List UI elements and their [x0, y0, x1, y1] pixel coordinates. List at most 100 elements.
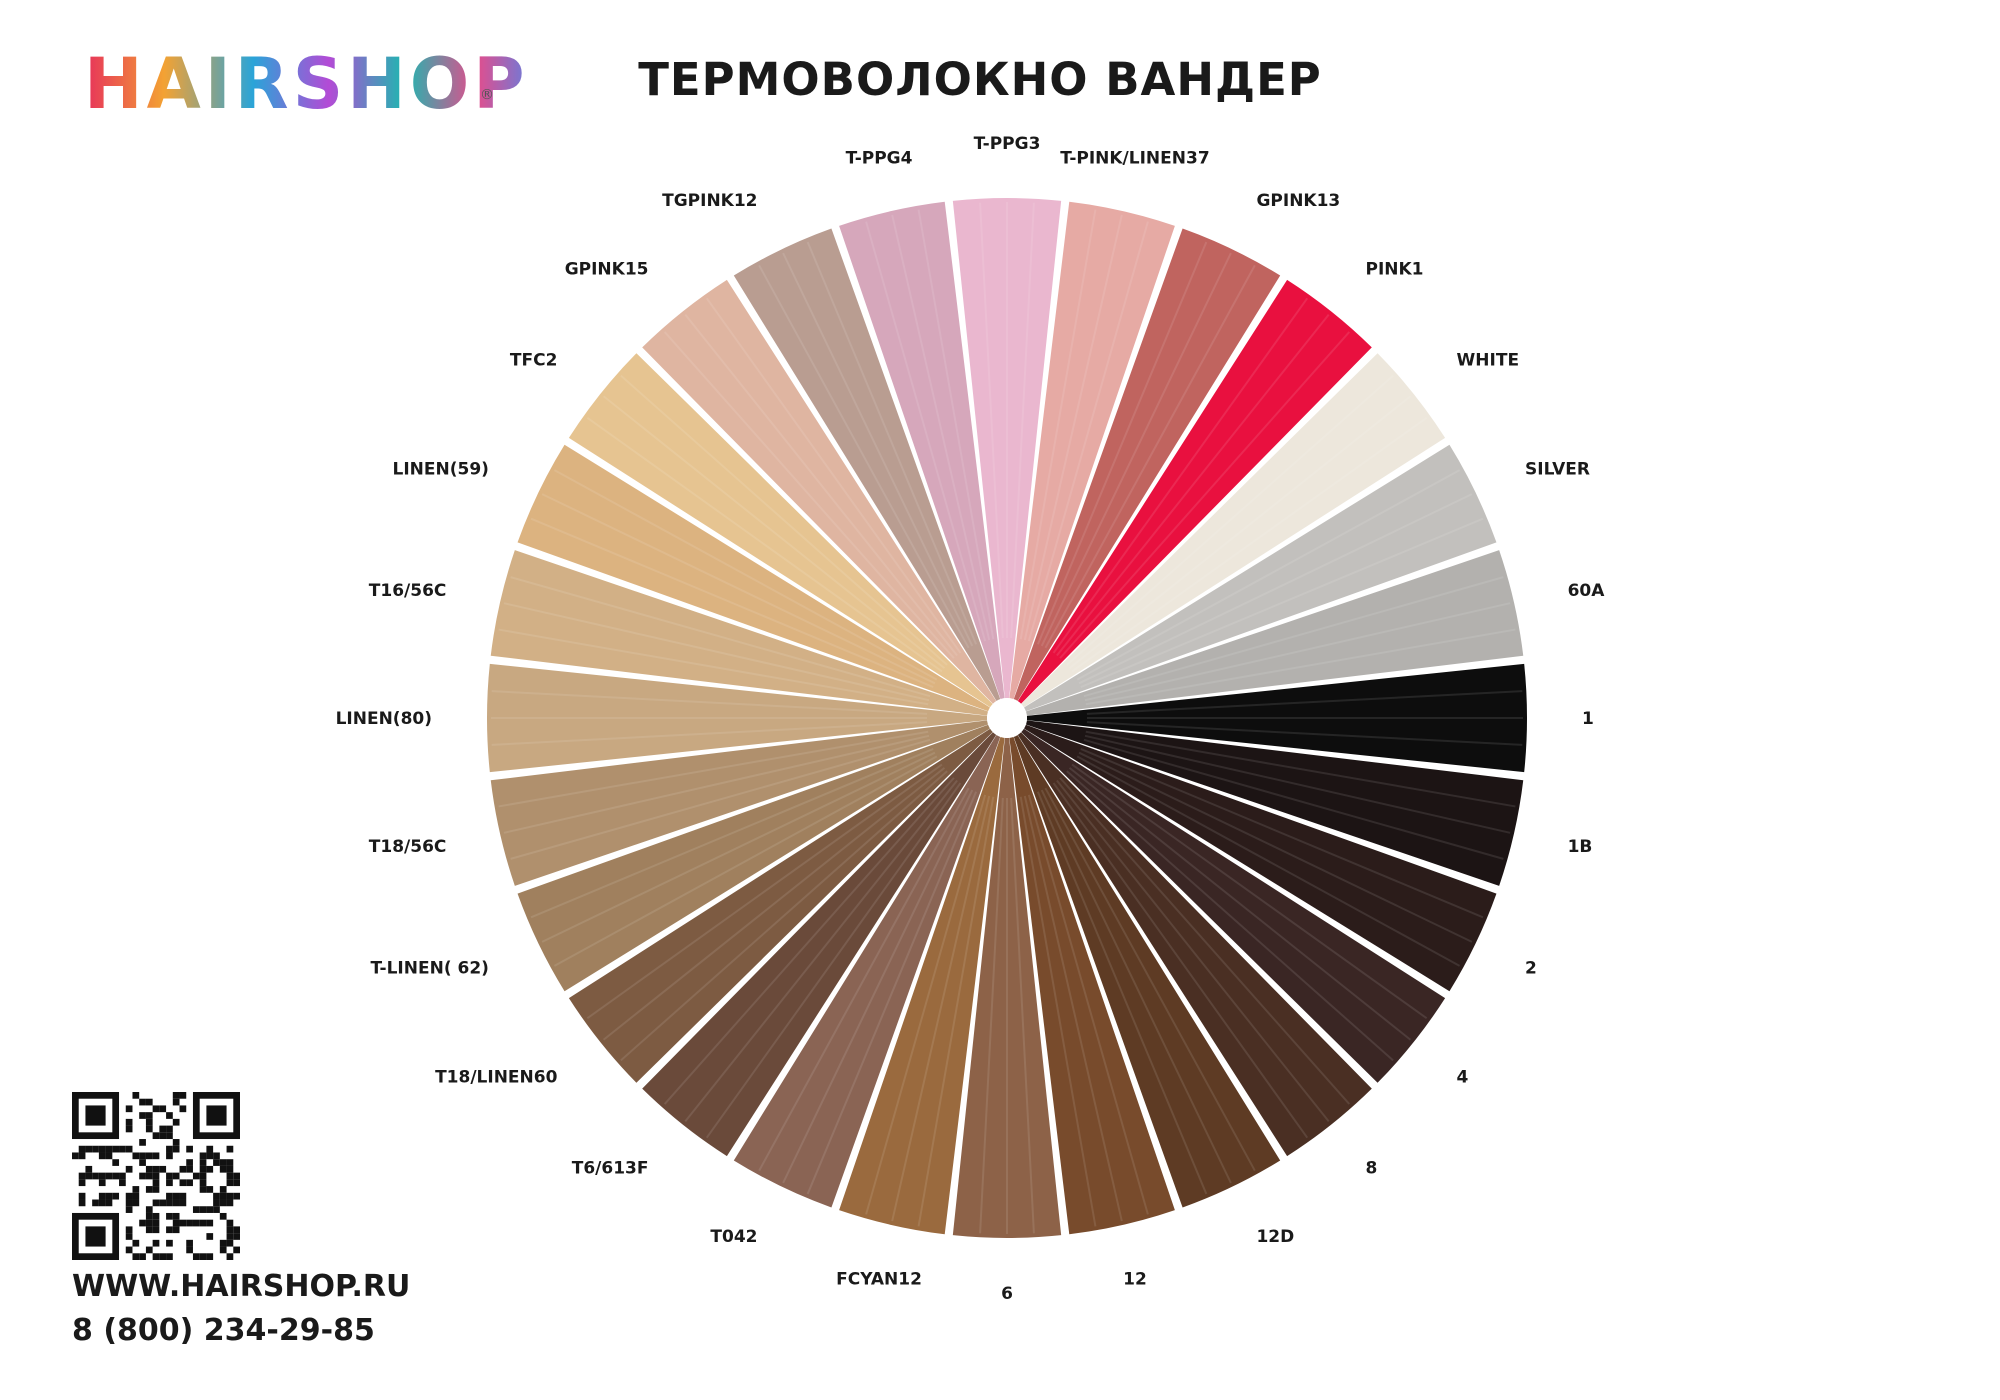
- color-label: GPINK15: [565, 259, 649, 279]
- fiber-texture: [586, 763, 943, 1020]
- qr-module: [226, 1239, 234, 1247]
- qr-module: [172, 1212, 180, 1220]
- color-swatch[interactable]: [490, 550, 989, 716]
- fiber-texture: [1023, 214, 1123, 641]
- color-swatch[interactable]: [568, 353, 993, 708]
- color-swatch[interactable]: [1013, 228, 1281, 701]
- color-swatch[interactable]: [1013, 735, 1281, 1208]
- qr-module: [159, 1132, 167, 1140]
- qr-module: [172, 1098, 180, 1106]
- qr-module: [192, 1206, 200, 1213]
- color-swatch[interactable]: [952, 198, 1062, 699]
- color-swatch[interactable]: [517, 444, 990, 712]
- qr-module: [105, 1152, 113, 1160]
- color-swatch[interactable]: [1009, 201, 1175, 700]
- website-link[interactable]: WWW.HAIRSHOP.RU: [72, 1269, 411, 1304]
- color-label: 1B: [1568, 837, 1593, 857]
- qr-module: [112, 1159, 120, 1166]
- color-label: T042: [710, 1227, 757, 1247]
- color-swatch[interactable]: [517, 724, 990, 992]
- fiber-texture: [663, 777, 955, 1105]
- color-swatch[interactable]: [642, 732, 997, 1157]
- qr-module: [85, 1226, 106, 1247]
- color-label: TFC2: [510, 350, 558, 370]
- fiber-texture: [1078, 493, 1473, 685]
- fiber-texture: [758, 787, 970, 1172]
- qr-module: [132, 1192, 140, 1200]
- qr-module: [132, 1253, 140, 1260]
- color-swatch[interactable]: [486, 663, 988, 773]
- qr-module: [199, 1179, 207, 1187]
- color-swatch[interactable]: [1021, 728, 1446, 1083]
- color-swatch[interactable]: [1021, 353, 1446, 708]
- color-swatch[interactable]: [733, 735, 1001, 1208]
- qr-module: [92, 1172, 99, 1180]
- qr-module: [98, 1179, 106, 1187]
- color-swatch[interactable]: [839, 201, 1005, 700]
- fiber-texture: [602, 395, 946, 669]
- qr-module: [145, 1219, 153, 1227]
- qr-module: [105, 1172, 113, 1180]
- fiber-texture: [1068, 395, 1412, 669]
- fiber-texture: [530, 747, 934, 919]
- qr-module: [179, 1092, 187, 1099]
- qr-module: [213, 1199, 220, 1207]
- color-swatch[interactable]: [490, 720, 989, 886]
- color-label: T-PPG4: [846, 148, 913, 168]
- qr-module: [233, 1233, 240, 1240]
- qr-module: [139, 1172, 146, 1180]
- fiber-texture: [1027, 221, 1149, 642]
- qr-module: [233, 1192, 240, 1200]
- color-swatch[interactable]: [733, 228, 1001, 701]
- fiber-texture: [586, 416, 943, 673]
- qr-module: [98, 1199, 106, 1207]
- qr-module: [152, 1212, 160, 1220]
- qr-module: [125, 1118, 133, 1126]
- qr-module: [172, 1226, 180, 1234]
- qr-module: [172, 1172, 180, 1180]
- color-swatch[interactable]: [952, 737, 1062, 1238]
- color-label: 60A: [1568, 581, 1606, 601]
- qr-module: [125, 1105, 133, 1113]
- color-swatch[interactable]: [1009, 736, 1175, 1235]
- color-swatch[interactable]: [1025, 550, 1524, 716]
- color-swatch[interactable]: [568, 728, 993, 1083]
- color-swatch[interactable]: [1025, 720, 1524, 886]
- color-swatch[interactable]: [1024, 444, 1497, 712]
- fiber-texture: [503, 602, 930, 702]
- qr-module: [166, 1199, 173, 1207]
- color-swatch[interactable]: [1024, 724, 1497, 992]
- qr-code[interactable]: [72, 1092, 240, 1260]
- qr-module: [72, 1152, 79, 1160]
- qr-module: [199, 1186, 207, 1193]
- qr-module: [186, 1165, 193, 1173]
- color-label: SILVER: [1525, 460, 1590, 480]
- color-label: TGPINK12: [662, 191, 757, 211]
- color-swatch[interactable]: [1017, 279, 1372, 704]
- color-swatch[interactable]: [839, 736, 1005, 1235]
- qr-module: [179, 1199, 187, 1207]
- color-label: 6: [1001, 1284, 1013, 1304]
- qr-module: [226, 1165, 234, 1173]
- qr-module: [152, 1226, 160, 1234]
- qr-module: [125, 1165, 133, 1173]
- qr-module: [152, 1253, 160, 1260]
- fiber-texture: [530, 517, 934, 689]
- qr-finder: [72, 1092, 120, 1140]
- fiber-texture: [865, 221, 987, 642]
- qr-module: [206, 1105, 227, 1126]
- fiber-texture: [1059, 777, 1351, 1105]
- color-swatch[interactable]: [1017, 732, 1372, 1157]
- qr-module: [145, 1226, 153, 1234]
- qr-module: [78, 1199, 86, 1207]
- qr-module: [152, 1199, 160, 1207]
- fiber-texture: [1010, 202, 1035, 639]
- color-swatch[interactable]: [1026, 663, 1527, 773]
- qr-module: [85, 1165, 93, 1173]
- fiber-texture: [758, 264, 970, 649]
- fiber-texture: [553, 469, 938, 681]
- hairshop-logo: HAIRSHOP: [84, 43, 529, 125]
- qr-module: [145, 1152, 153, 1160]
- color-label: T-PPG3: [974, 134, 1041, 154]
- color-swatch[interactable]: [642, 279, 997, 704]
